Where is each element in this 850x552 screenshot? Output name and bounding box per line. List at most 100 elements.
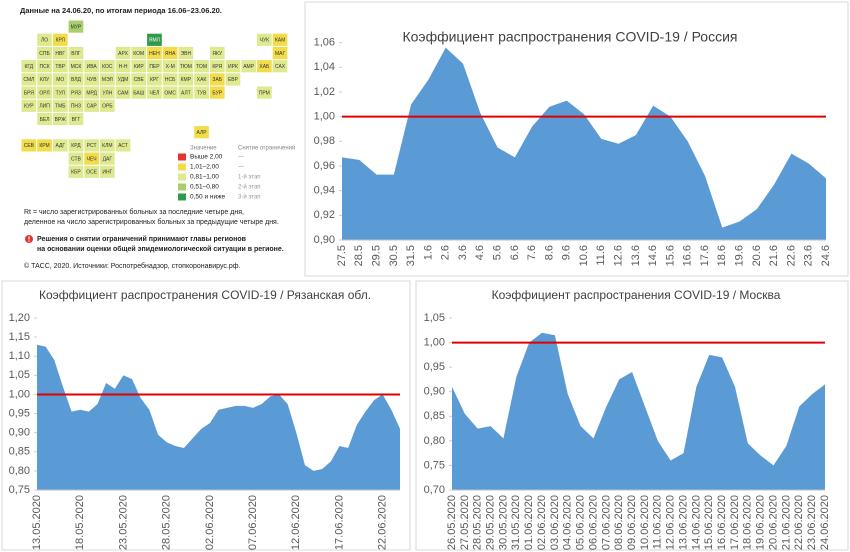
tile-label: ВЛГ <box>71 51 81 57</box>
x-tick-label: 23.6 <box>803 245 815 266</box>
y-tick-label: 0,90 <box>314 234 335 246</box>
map-tile <box>37 112 52 126</box>
map-tile <box>68 139 84 152</box>
y-tick-label: 1,10 <box>9 350 30 362</box>
x-tick-label: 22.06.2020 <box>377 495 389 550</box>
x-tick-label: 2.6 <box>440 245 452 260</box>
tile-label: ОРБ <box>102 104 113 110</box>
tile-label: СТВ <box>71 156 81 162</box>
map-tile <box>21 99 37 112</box>
area <box>37 344 400 490</box>
tile-label: ЯМЛ <box>149 38 160 44</box>
y-tick-label: 0,85 <box>9 446 30 458</box>
x-tick-label: 05.06.2020 <box>575 495 587 550</box>
map-tile <box>37 33 52 46</box>
map-tile <box>21 60 37 73</box>
map-tile <box>147 60 162 73</box>
y-tick-label: 0,95 <box>424 361 445 373</box>
legend-swatch <box>178 153 186 161</box>
map-tile <box>147 46 162 60</box>
map-tile <box>162 46 178 60</box>
map-tile <box>52 33 68 46</box>
tile-label: САР <box>87 104 98 110</box>
map-tile <box>272 60 288 73</box>
tile-label: АДГ <box>55 143 65 149</box>
map-tile <box>257 60 272 73</box>
tile-label: АМР <box>243 64 255 70</box>
map-tile <box>52 46 68 60</box>
y-tick-label: 1,00 <box>314 111 335 123</box>
map-tile <box>100 139 115 152</box>
tile-label: КРД <box>71 143 81 149</box>
tile-label: АЛТ <box>181 90 191 96</box>
chart-title: Коэффициент распространения COVID-19 / Р… <box>402 29 737 45</box>
map-tile <box>84 99 99 112</box>
map-tile <box>257 33 272 46</box>
x-tick-label: 21.6 <box>768 245 780 266</box>
tile-label: МСК <box>71 64 82 70</box>
map-tile <box>194 73 209 86</box>
tile-label: БАШ <box>133 90 145 96</box>
legend-stage: 2-й этап <box>238 184 261 191</box>
y-tick-label: 1,06 <box>314 37 335 49</box>
warning-icon-mark <box>28 236 30 240</box>
x-tick-label: 07.06.2020 <box>247 495 259 550</box>
x-tick-label: 19.06.2020 <box>755 495 767 550</box>
tile-label: НЕН <box>149 51 160 57</box>
y-tick-label: 0,75 <box>424 459 445 471</box>
area <box>342 47 826 240</box>
tile-label: САМ <box>118 90 129 96</box>
note-line: Rt = число зарегистрированных больных за… <box>24 208 244 216</box>
map-tile <box>52 86 68 99</box>
y-tick-label: 0,90 <box>9 427 30 439</box>
tile-label: ВГГ <box>72 117 81 123</box>
tile-label: ИРК <box>228 64 238 70</box>
tile-label: КИР <box>134 64 145 70</box>
tile-label: КРЯ <box>212 64 222 70</box>
map-tile <box>131 46 147 60</box>
tile-label: МУР <box>71 24 82 30</box>
x-tick-label: 27.5 <box>336 245 348 266</box>
tile-label: ХАК <box>197 77 207 83</box>
legend-swatch <box>178 163 186 171</box>
map-tile <box>52 73 68 86</box>
tile-label: РСТ <box>87 143 97 149</box>
map-tile <box>68 152 84 165</box>
y-tick-label: 1,15 <box>9 331 30 343</box>
tile-label: ТВР <box>55 64 65 70</box>
tile-label: ОРЛ <box>39 90 49 96</box>
tile-label: Х-М <box>166 64 175 70</box>
x-tick-label: 13.06.2020 <box>677 495 689 550</box>
frame <box>1 280 411 551</box>
tile-label: НВГ <box>55 51 65 57</box>
x-tick-label: 03.06.2020 <box>549 495 561 550</box>
map-tile <box>178 60 194 73</box>
tile-label: ЧЕЛ <box>149 90 159 96</box>
map-tile <box>84 86 99 99</box>
y-tick-label: 0,85 <box>424 410 445 422</box>
x-tick-label: 31.05.2020 <box>510 495 522 550</box>
map-tile <box>162 60 178 73</box>
tile-label: САХ <box>275 64 286 70</box>
y-tick-label: 0,92 <box>314 209 335 221</box>
map-tile <box>194 126 209 139</box>
x-tick-label: 29.5 <box>370 245 382 266</box>
tile-label: ОМС <box>164 90 176 96</box>
tile-label: КОС <box>102 64 113 70</box>
tile-label: СМЛ <box>23 77 34 83</box>
y-tick-label: 0,80 <box>424 435 445 447</box>
tile-label: ЗАБ <box>212 77 222 83</box>
map-tile <box>162 73 178 86</box>
frame <box>415 280 849 551</box>
tile-label: МРД <box>86 90 97 96</box>
x-tick-label: 14.6 <box>647 245 659 266</box>
map-tile <box>68 46 84 60</box>
x-tick-label: 23.06.2020 <box>806 495 818 550</box>
map-tile <box>52 139 68 152</box>
map-tile <box>131 73 147 86</box>
map-tile <box>131 60 147 73</box>
tile-label: РЯЗ <box>71 90 81 96</box>
map-tile <box>68 165 84 178</box>
x-tick-label: 23.05.2020 <box>117 495 129 550</box>
